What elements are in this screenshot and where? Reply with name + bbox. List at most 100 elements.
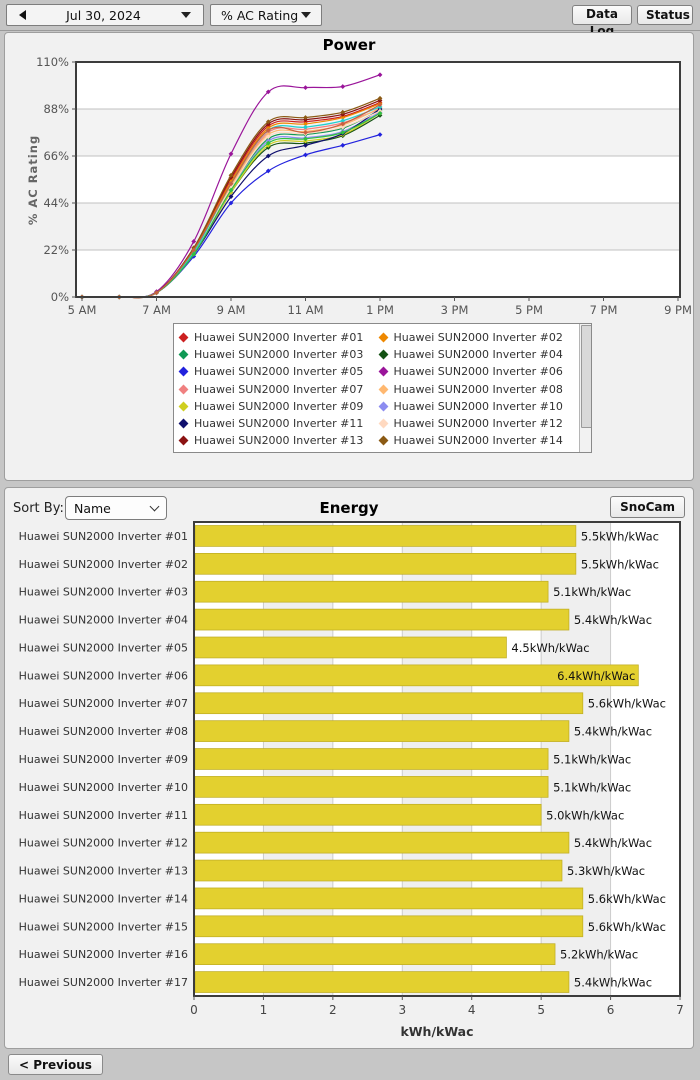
energy-bar[interactable]	[194, 803, 542, 826]
legend-scrollbar-thumb[interactable]	[581, 325, 591, 429]
energy-bar-row: 5.3kWh/kWac Huawei SUN2000 Inverter #13	[19, 859, 645, 882]
legend-marker-icon	[178, 435, 189, 446]
legend-label: Huawei SUN2000 Inverter #03	[194, 348, 364, 362]
energy-panel: Sort By: Name Energy SnoCam 5.5kWh/kWac H…	[4, 487, 694, 1049]
energy-bar[interactable]	[194, 525, 577, 547]
legend-item[interactable]: Huawei SUN2000 Inverter #10	[378, 399, 576, 413]
sort-by-value: Name	[74, 500, 111, 516]
energy-bar[interactable]	[194, 776, 549, 798]
sort-by-select[interactable]: Name	[65, 496, 167, 520]
legend-item[interactable]: Huawei SUN2000 Inverter #01	[178, 331, 376, 345]
svg-text:9 PM: 9 PM	[664, 303, 692, 317]
energy-bar-row: 5.6kWh/kWac Huawei SUN2000 Inverter #07	[19, 692, 666, 715]
svg-text:1 PM: 1 PM	[366, 303, 394, 317]
legend-item[interactable]: Huawei SUN2000 Inverter #03	[178, 348, 376, 362]
data-log-button[interactable]: Data Log	[572, 5, 632, 38]
energy-row-label: Huawei SUN2000 Inverter #04	[19, 614, 188, 627]
energy-row-label: Huawei SUN2000 Inverter #07	[19, 697, 188, 710]
legend-item[interactable]: Huawei SUN2000 Inverter #09	[178, 400, 376, 413]
energy-bar[interactable]	[194, 859, 563, 882]
energy-bar-value-label: 5.3kWh/kWac	[567, 864, 645, 878]
energy-bar-value-label: 5.5kWh/kWac	[581, 529, 659, 543]
legend-item[interactable]: Huawei SUN2000 Inverter #12	[378, 417, 576, 431]
svg-text:110%: 110%	[36, 55, 69, 69]
legend-item[interactable]: Huawei SUN2000 Inverter #06	[378, 365, 576, 379]
legend-item[interactable]: Huawei SUN2000 Inverter #05	[178, 365, 376, 379]
legend-item[interactable]: Huawei SUN2000 Inverter #11	[178, 417, 376, 431]
metric-selector[interactable]: % AC Rating	[210, 4, 322, 26]
svg-text:22%: 22%	[43, 243, 69, 257]
energy-row-label: Huawei SUN2000 Inverter #11	[19, 809, 188, 822]
energy-bar[interactable]	[194, 887, 584, 910]
energy-bar[interactable]	[194, 915, 584, 938]
energy-bar-row: 5.1kWh/kWac Huawei SUN2000 Inverter #09	[19, 748, 631, 770]
legend-marker-icon	[378, 418, 388, 429]
energy-row-label: Huawei SUN2000 Inverter #13	[19, 865, 188, 878]
legend-marker-icon	[378, 401, 388, 412]
energy-row-label: Huawei SUN2000 Inverter #05	[19, 641, 188, 654]
legend-item[interactable]: Huawei SUN2000 Inverter #07	[178, 383, 376, 396]
energy-bar[interactable]	[194, 971, 570, 993]
energy-bar[interactable]	[194, 580, 549, 603]
energy-bar[interactable]	[194, 943, 556, 965]
svg-text:4: 4	[468, 1003, 476, 1017]
legend-item[interactable]: Huawei SUN2000 Inverter #13	[178, 434, 376, 448]
legend-item[interactable]: Huawei SUN2000 Inverter #02	[378, 331, 576, 344]
metric-caret-down-icon	[301, 12, 311, 18]
legend-marker-icon	[378, 435, 388, 446]
legend-label: Huawei SUN2000 Inverter #01	[194, 331, 364, 345]
svg-text:7 PM: 7 PM	[590, 303, 618, 317]
legend-label: Huawei SUN2000 Inverter #14	[393, 434, 563, 448]
legend-label: Huawei SUN2000 Inverter #13	[194, 434, 364, 448]
energy-bar-row: 5.0kWh/kWac Huawei SUN2000 Inverter #11	[19, 803, 624, 826]
energy-x-axis-label: kWh/kWac	[400, 1024, 473, 1039]
snocam-button[interactable]: SnoCam	[610, 496, 685, 518]
energy-bar-value-label: 5.6kWh/kWac	[588, 920, 666, 934]
previous-page-button[interactable]: < Previous	[8, 1054, 103, 1075]
power-chart-title: Power	[322, 36, 376, 54]
date-value: Jul 30, 2024	[66, 7, 141, 23]
energy-row-label: Huawei SUN2000 Inverter #09	[19, 753, 188, 766]
svg-text:2: 2	[329, 1003, 337, 1017]
energy-bar[interactable]	[194, 692, 584, 715]
energy-row-label: Huawei SUN2000 Inverter #10	[19, 781, 188, 794]
energy-bar[interactable]	[194, 608, 570, 631]
svg-text:5 AM: 5 AM	[68, 303, 97, 317]
energy-bar-row: 5.1kWh/kWac Huawei SUN2000 Inverter #10	[19, 776, 631, 798]
energy-bar[interactable]	[194, 720, 570, 742]
legend-item[interactable]: Huawei SUN2000 Inverter #14	[378, 434, 576, 448]
energy-bar-row: 5.1kWh/kWac Huawei SUN2000 Inverter #03	[19, 580, 631, 603]
power-line-chart: 0% 22% 44% 66% 88% 110% 5 AM 7 AM 9 AM 11 AM 1 PM 3…	[36, 55, 692, 317]
legend-label: Huawei SUN2000 Inverter #08	[393, 382, 563, 396]
energy-bar[interactable]	[194, 553, 577, 575]
energy-row-label: Huawei SUN2000 Inverter #17	[19, 976, 188, 989]
legend-label: Huawei SUN2000 Inverter #10	[393, 399, 563, 413]
energy-bar-row: 5.4kWh/kWac Huawei SUN2000 Inverter #12	[19, 831, 652, 854]
energy-bar[interactable]	[194, 748, 549, 770]
previous-day-arrow-icon[interactable]	[19, 10, 26, 20]
svg-text:5: 5	[537, 1003, 545, 1017]
legend-item[interactable]: Huawei SUN2000 Inverter #08	[378, 382, 576, 396]
legend-label: Huawei SUN2000 Inverter #12	[393, 417, 563, 431]
energy-row-label: Huawei SUN2000 Inverter #02	[19, 558, 188, 571]
date-selector[interactable]: Jul 30, 2024	[6, 4, 204, 26]
metric-value: % AC Rating	[221, 7, 299, 23]
legend-label: Huawei SUN2000 Inverter #05	[194, 365, 364, 379]
energy-bar-value-label: 5.1kWh/kWac	[553, 780, 631, 794]
svg-text:88%: 88%	[43, 102, 69, 116]
legend-scrollbar[interactable]	[579, 324, 591, 452]
legend-item[interactable]: Huawei SUN2000 Inverter #04	[378, 348, 576, 361]
svg-text:0: 0	[190, 1003, 198, 1017]
status-button[interactable]: Status	[637, 5, 693, 25]
energy-bar[interactable]	[194, 636, 507, 659]
legend-marker-icon	[178, 384, 189, 395]
legend-label: Huawei SUN2000 Inverter #11	[194, 417, 364, 431]
energy-row-label: Huawei SUN2000 Inverter #06	[19, 669, 188, 682]
energy-bar-row: 5.5kWh/kWac Huawei SUN2000 Inverter #01	[19, 525, 659, 547]
svg-text:44%: 44%	[43, 196, 69, 210]
energy-bar-value-label: 5.4kWh/kWac	[574, 613, 652, 627]
legend-label: Huawei SUN2000 Inverter #06	[393, 365, 563, 379]
svg-text:66%: 66%	[43, 149, 69, 163]
energy-bar-value-label: 5.6kWh/kWac	[588, 892, 666, 906]
energy-bar[interactable]	[194, 831, 570, 854]
